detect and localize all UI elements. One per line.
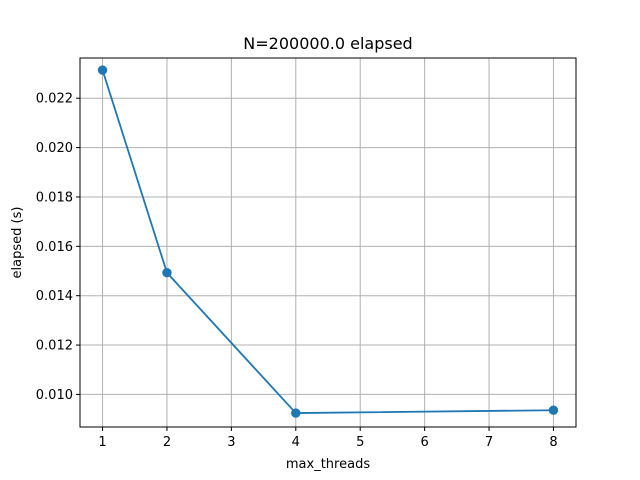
y-tick-label: 0.016 [36, 240, 73, 255]
y-axis: 0.010 0.012 0.014 0.016 0.018 0.020 0.022 [36, 92, 80, 403]
x-tick-label: 8 [549, 435, 557, 450]
y-tick-label: 0.010 [36, 388, 73, 403]
plot-area [80, 58, 576, 427]
data-point [548, 405, 559, 415]
y-tick-label: 0.022 [36, 92, 73, 107]
x-tick-label: 2 [163, 435, 171, 450]
x-axis: 1 2 3 4 5 6 7 8 [98, 427, 558, 450]
x-axis-label: max_threads [286, 457, 370, 472]
series-layer [97, 65, 559, 418]
y-tick-label: 0.020 [36, 141, 73, 156]
x-tick-label: 6 [420, 435, 428, 450]
chart-title: N=200000.0 elapsed [243, 34, 412, 53]
y-axis-label: elapsed (s) [10, 207, 25, 279]
data-point [162, 268, 172, 278]
data-point [97, 65, 108, 75]
x-tick-label: 1 [98, 435, 106, 450]
y-tick-label: 0.012 [36, 339, 73, 354]
x-tick-label: 7 [485, 435, 493, 450]
x-tick-label: 4 [292, 435, 300, 450]
y-tick-label: 0.018 [36, 190, 73, 205]
x-tick-label: 3 [227, 435, 235, 450]
grid [80, 58, 576, 427]
y-tick-label: 0.014 [36, 289, 73, 304]
data-point [291, 408, 301, 418]
plot-frame [79, 57, 577, 428]
x-tick-label: 5 [356, 435, 364, 450]
series-line [101, 69, 554, 414]
